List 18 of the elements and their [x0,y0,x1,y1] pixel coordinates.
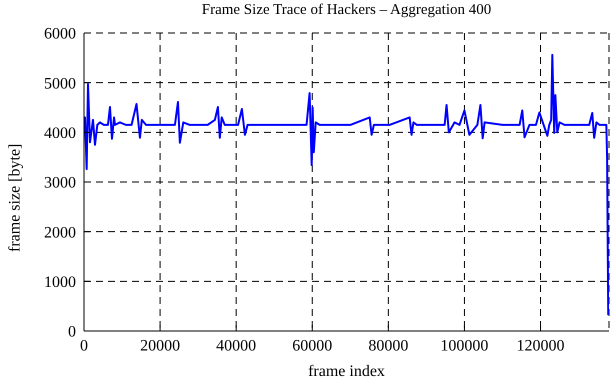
x-tick-label: 120000 [516,337,565,354]
x-tick-label: 0 [80,337,88,354]
x-axis-title: frame index [308,363,385,380]
y-tick-label: 3000 [44,174,76,192]
y-tick-label: 4000 [44,125,76,142]
y-tick-label: 6000 [44,26,76,43]
y-axis-title: frame size [byte] [6,144,24,252]
line-series [84,54,609,316]
x-tick-label: 80000 [368,337,408,354]
y-tick-label: 1000 [44,274,76,292]
y-tick-label: 2000 [44,224,76,242]
x-tick-label: 40000 [216,337,256,354]
y-tick-label: 5000 [44,75,76,92]
x-tick-label: 20000 [140,337,180,354]
y-tick-label: 0 [68,324,76,341]
x-tick-label: 60000 [292,337,332,354]
chart-title: Frame Size Trace of Hackers – Aggregation 400 [200,2,492,19]
x-tick-label: 100000 [440,337,488,354]
